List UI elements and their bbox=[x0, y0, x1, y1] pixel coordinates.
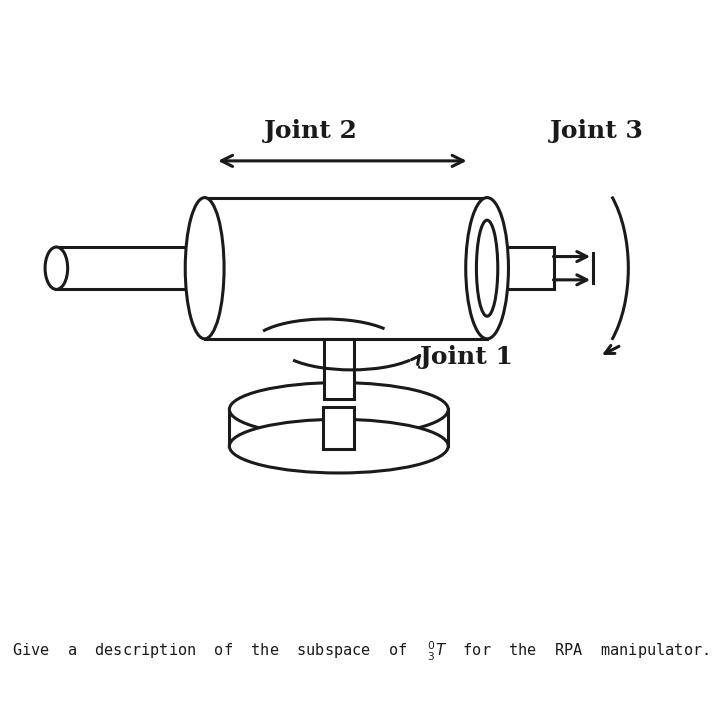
Bar bbox=[56, 247, 204, 289]
Bar bbox=[204, 197, 487, 339]
Ellipse shape bbox=[185, 197, 224, 339]
Text: Joint 1: Joint 1 bbox=[420, 345, 514, 369]
Ellipse shape bbox=[230, 419, 449, 473]
Text: Joint 3: Joint 3 bbox=[549, 120, 644, 143]
Text: Joint 2: Joint 2 bbox=[264, 120, 358, 143]
Text: Give  a  description  of  the  subspace  of  $\,^0_3T$  for  the  RPA  manipulat: Give a description of the subspace of $\… bbox=[12, 640, 708, 663]
Ellipse shape bbox=[466, 197, 508, 339]
Bar bbox=[324, 339, 354, 399]
Ellipse shape bbox=[230, 382, 449, 436]
Bar bbox=[323, 407, 354, 449]
Ellipse shape bbox=[477, 220, 498, 316]
Bar bbox=[487, 247, 554, 289]
Ellipse shape bbox=[45, 247, 68, 289]
